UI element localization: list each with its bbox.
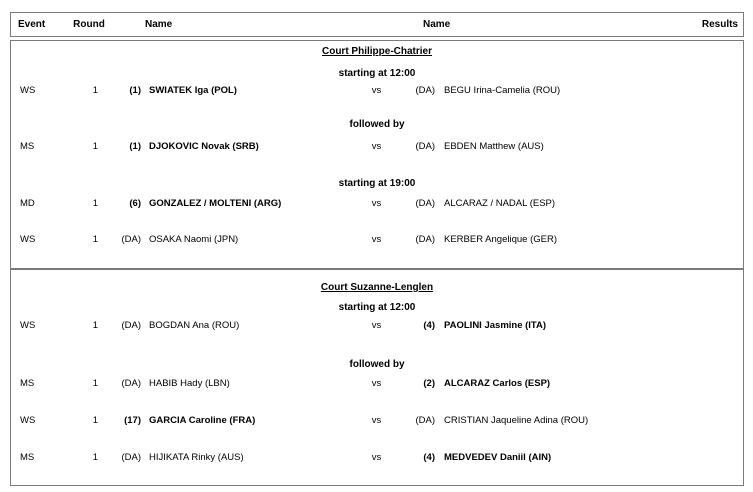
player2-name: ALCARAZ / NADAL (ESP)	[444, 198, 556, 209]
player2-seed: (DA)	[415, 415, 435, 426]
player2-name: BEGU Irina-Camelia (ROU)	[444, 85, 561, 96]
match-round: 1	[92, 234, 98, 245]
match-row: MS 1 (DA) HIJIKATA Rinky (AUS) vs (4) ME…	[11, 451, 743, 464]
player2-name: CRISTIAN Jaqueline Adina (ROU)	[444, 415, 589, 426]
player2-seed: (4)	[423, 320, 435, 331]
match-event: WS	[20, 85, 36, 96]
match-row: WS 1 (DA) OSAKA Naomi (JPN) vs (DA) KERB…	[11, 233, 743, 246]
player2-name: EBDEN Matthew (AUS)	[444, 141, 544, 152]
time-header: starting at 19:00	[338, 178, 416, 189]
player1-name: SWIATEK Iga (POL)	[149, 85, 237, 96]
vs-label: vs	[371, 452, 382, 463]
player2-seed: (2)	[423, 378, 435, 389]
time-header: starting at 12:00	[338, 302, 416, 313]
header-results: Results	[701, 19, 738, 30]
match-round: 1	[92, 378, 98, 389]
match-row: WS 1 (1) SWIATEK Iga (POL) vs (DA) BEGU …	[11, 84, 743, 97]
match-event: WS	[20, 320, 36, 331]
section-court-suzanne-lenglen: Court Suzanne-Lenglen starting at 12:00 …	[10, 269, 744, 486]
player1-seed: (17)	[124, 415, 141, 426]
header-row: Event Round Name Name Results	[11, 13, 743, 36]
player1-name: OSAKA Naomi (JPN)	[149, 234, 239, 245]
match-row: MD 1 (6) GONZALEZ / MOLTENI (ARG) vs (DA…	[11, 197, 743, 210]
match-round: 1	[92, 141, 98, 152]
player1-seed: (DA)	[121, 234, 141, 245]
player1-name: DJOKOVIC Novak (SRB)	[149, 141, 259, 152]
match-event: MS	[20, 141, 35, 152]
player1-name: BOGDAN Ana (ROU)	[149, 320, 240, 331]
player1-name: GONZALEZ / MOLTENI (ARG)	[149, 198, 282, 209]
match-event: MS	[20, 452, 35, 463]
header-round: Round	[73, 19, 105, 30]
player2-name: MEDVEDEV Daniil (AIN)	[444, 452, 552, 463]
player1-seed: (DA)	[121, 452, 141, 463]
vs-label: vs	[371, 198, 382, 209]
player1-seed: (6)	[129, 198, 141, 209]
time-header: followed by	[349, 359, 405, 370]
vs-label: vs	[371, 320, 382, 331]
section-court-philippe-chatrier: Court Philippe-Chatrier starting at 12:0…	[10, 40, 744, 269]
vs-label: vs	[371, 415, 382, 426]
match-row: MS 1 (DA) HABIB Hady (LBN) vs (2) ALCARA…	[11, 377, 743, 390]
vs-label: vs	[371, 141, 382, 152]
match-event: MS	[20, 378, 35, 389]
match-event: WS	[20, 415, 36, 426]
match-round: 1	[92, 198, 98, 209]
vs-label: vs	[371, 378, 382, 389]
player1-name: GARCIA Caroline (FRA)	[149, 415, 256, 426]
match-round: 1	[92, 85, 98, 96]
match-row: WS 1 (17) GARCIA Caroline (FRA) vs (DA) …	[11, 414, 743, 427]
player2-seed: (DA)	[415, 85, 435, 96]
match-event: MD	[20, 198, 35, 209]
player2-name: KERBER Angelique (GER)	[444, 234, 557, 245]
player1-name: HABIB Hady (LBN)	[149, 378, 230, 389]
player1-seed: (1)	[129, 85, 141, 96]
match-round: 1	[92, 452, 98, 463]
match-event: WS	[20, 234, 36, 245]
header-name-left: Name	[145, 19, 173, 30]
vs-label: vs	[371, 234, 382, 245]
vs-label: vs	[371, 85, 382, 96]
header-event: Event	[18, 19, 46, 30]
player2-seed: (DA)	[415, 234, 435, 245]
header-name-right: Name	[423, 19, 451, 30]
match-round: 1	[92, 320, 98, 331]
order-of-play-header: Event Round Name Name Results	[10, 12, 744, 37]
player1-seed: (DA)	[121, 320, 141, 331]
player2-seed: (4)	[423, 452, 435, 463]
player1-seed: (DA)	[121, 378, 141, 389]
match-row: MS 1 (1) DJOKOVIC Novak (SRB) vs (DA) EB…	[11, 140, 743, 153]
player1-seed: (1)	[129, 141, 141, 152]
time-header: followed by	[349, 119, 405, 130]
match-round: 1	[92, 415, 98, 426]
court-title: Court Philippe-Chatrier	[321, 46, 432, 57]
match-row: WS 1 (DA) BOGDAN Ana (ROU) vs (4) PAOLIN…	[11, 319, 743, 332]
player2-seed: (DA)	[415, 141, 435, 152]
player2-name: ALCARAZ Carlos (ESP)	[444, 378, 551, 389]
time-header: starting at 12:00	[338, 68, 416, 79]
court-title: Court Suzanne-Lenglen	[320, 282, 434, 293]
player1-name: HIJIKATA Rinky (AUS)	[149, 452, 244, 463]
player2-name: PAOLINI Jasmine (ITA)	[444, 320, 547, 331]
player2-seed: (DA)	[415, 198, 435, 209]
